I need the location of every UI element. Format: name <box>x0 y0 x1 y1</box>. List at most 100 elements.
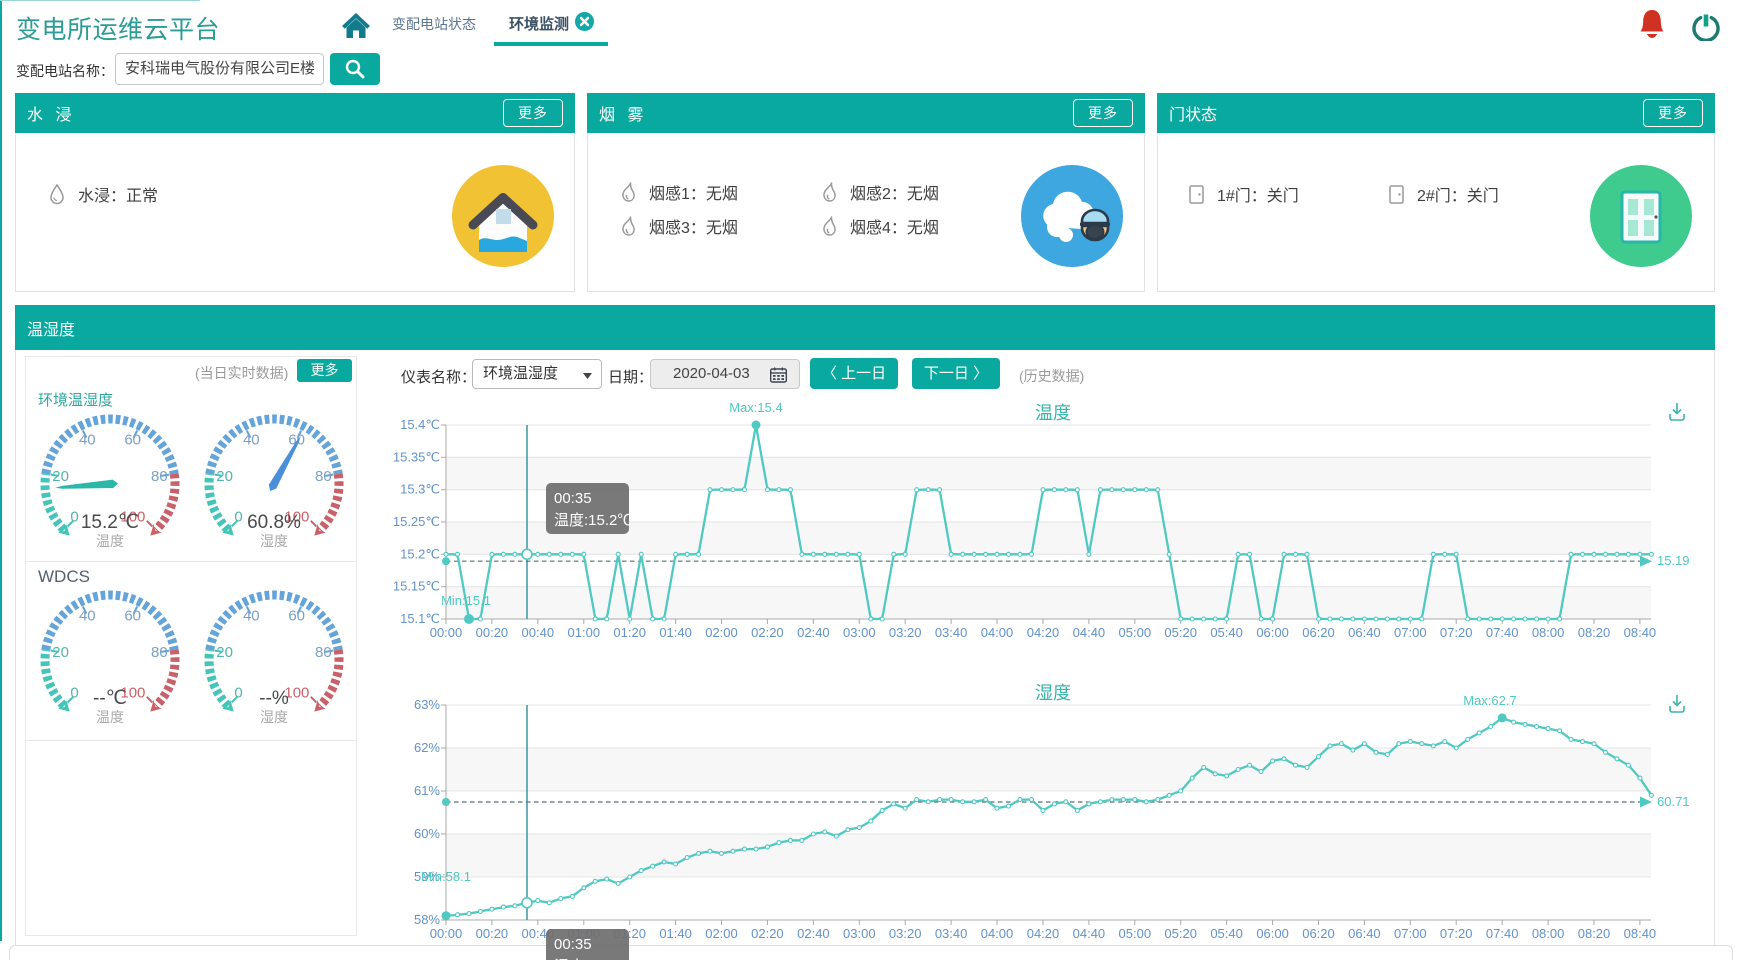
svg-text:15.25℃: 15.25℃ <box>393 514 440 529</box>
svg-text:05:40: 05:40 <box>1210 926 1243 941</box>
svg-text:04:00: 04:00 <box>981 625 1014 640</box>
svg-text:04:40: 04:40 <box>1073 926 1106 941</box>
svg-text:02:20: 02:20 <box>751 625 784 640</box>
svg-text:07:20: 07:20 <box>1440 625 1473 640</box>
svg-text:58%: 58% <box>414 912 440 927</box>
svg-text:15.4℃: 15.4℃ <box>400 417 440 432</box>
svg-text:01:20: 01:20 <box>613 625 646 640</box>
svg-text:Max:62.7: Max:62.7 <box>1463 693 1516 708</box>
svg-text:0: 0 <box>70 508 78 525</box>
svg-text:温度:15.2℃: 温度:15.2℃ <box>554 512 632 529</box>
svg-text:06:20: 06:20 <box>1302 625 1335 640</box>
svg-text:02:20: 02:20 <box>751 926 784 941</box>
svg-text:温度: 温度 <box>96 533 124 549</box>
svg-text:15.35℃: 15.35℃ <box>393 449 440 464</box>
svg-text:15.15℃: 15.15℃ <box>393 579 440 594</box>
svg-text:00:20: 00:20 <box>476 625 509 640</box>
svg-text:07:00: 07:00 <box>1394 625 1427 640</box>
svg-text:08:20: 08:20 <box>1578 926 1611 941</box>
svg-text:06:00: 06:00 <box>1256 926 1289 941</box>
svg-text:08:40: 08:40 <box>1624 625 1657 640</box>
svg-text:80: 80 <box>315 468 332 485</box>
svg-text:15.2℃: 15.2℃ <box>81 512 139 533</box>
svg-text:0: 0 <box>234 508 242 525</box>
svg-text:60: 60 <box>288 607 305 624</box>
svg-text:07:40: 07:40 <box>1486 926 1519 941</box>
svg-text:03:20: 03:20 <box>889 926 922 941</box>
svg-text:100: 100 <box>120 508 145 525</box>
svg-text:05:40: 05:40 <box>1210 625 1243 640</box>
svg-text:00:20: 00:20 <box>476 926 509 941</box>
svg-text:02:40: 02:40 <box>797 625 830 640</box>
svg-text:40: 40 <box>243 431 260 448</box>
svg-text:04:40: 04:40 <box>1073 625 1106 640</box>
svg-text:00:40: 00:40 <box>522 625 555 640</box>
svg-text:05:00: 05:00 <box>1119 926 1152 941</box>
svg-text:60.8%: 60.8% <box>247 512 301 533</box>
svg-text:湿度: 湿度 <box>260 709 288 725</box>
svg-text:02:00: 02:00 <box>705 926 738 941</box>
svg-text:00:00: 00:00 <box>430 625 463 640</box>
svg-text:03:20: 03:20 <box>889 625 922 640</box>
svg-text:湿度: 湿度 <box>1035 683 1071 703</box>
svg-text:07:40: 07:40 <box>1486 625 1519 640</box>
svg-text:--%: --% <box>259 688 289 709</box>
svg-text:06:40: 06:40 <box>1348 625 1381 640</box>
svg-text:Min:58.1: Min:58.1 <box>421 869 471 884</box>
svg-text:07:20: 07:20 <box>1440 926 1473 941</box>
svg-text:60: 60 <box>124 431 141 448</box>
svg-text:15.19: 15.19 <box>1657 553 1690 568</box>
svg-text:04:20: 04:20 <box>1027 926 1060 941</box>
svg-text:00:35: 00:35 <box>554 490 592 507</box>
svg-text:20: 20 <box>52 468 69 485</box>
svg-text:0: 0 <box>70 684 78 701</box>
svg-text:80: 80 <box>151 644 168 661</box>
svg-text:40: 40 <box>79 431 96 448</box>
svg-text:20: 20 <box>216 644 233 661</box>
svg-text:湿度:58.4%: 湿度:58.4% <box>554 958 631 960</box>
svg-text:05:20: 05:20 <box>1164 625 1197 640</box>
svg-text:04:00: 04:00 <box>981 926 1014 941</box>
svg-text:--℃: --℃ <box>93 688 127 709</box>
svg-text:02:00: 02:00 <box>705 625 738 640</box>
svg-text:温度: 温度 <box>1035 403 1071 423</box>
svg-text:03:00: 03:00 <box>843 625 876 640</box>
svg-text:02:40: 02:40 <box>797 926 830 941</box>
svg-text:08:00: 08:00 <box>1532 625 1565 640</box>
svg-text:80: 80 <box>315 644 332 661</box>
svg-text:01:40: 01:40 <box>659 625 692 640</box>
svg-text:62%: 62% <box>414 740 440 755</box>
svg-text:0: 0 <box>234 684 242 701</box>
svg-text:湿度: 湿度 <box>260 533 288 549</box>
svg-text:00:00: 00:00 <box>430 926 463 941</box>
svg-text:08:00: 08:00 <box>1532 926 1565 941</box>
svg-text:温度: 温度 <box>96 709 124 725</box>
svg-text:06:40: 06:40 <box>1348 926 1381 941</box>
svg-text:61%: 61% <box>414 783 440 798</box>
svg-text:01:00: 01:00 <box>568 625 601 640</box>
svg-text:06:00: 06:00 <box>1256 625 1289 640</box>
svg-text:60: 60 <box>288 431 305 448</box>
svg-text:00:35: 00:35 <box>554 936 592 953</box>
svg-text:08:40: 08:40 <box>1624 926 1657 941</box>
svg-text:60.71: 60.71 <box>1657 794 1690 809</box>
svg-text:100: 100 <box>120 684 145 701</box>
svg-text:00:40: 00:40 <box>522 926 555 941</box>
svg-text:15.1℃: 15.1℃ <box>400 611 440 626</box>
svg-text:60: 60 <box>124 607 141 624</box>
svg-text:20: 20 <box>216 468 233 485</box>
svg-text:04:20: 04:20 <box>1027 625 1060 640</box>
svg-text:100: 100 <box>284 684 309 701</box>
svg-text:03:40: 03:40 <box>935 625 968 640</box>
svg-text:60%: 60% <box>414 826 440 841</box>
svg-text:08:20: 08:20 <box>1578 625 1611 640</box>
svg-text:100: 100 <box>284 508 309 525</box>
svg-text:06:20: 06:20 <box>1302 926 1335 941</box>
svg-text:05:00: 05:00 <box>1119 625 1152 640</box>
svg-text:01:40: 01:40 <box>659 926 692 941</box>
svg-text:63%: 63% <box>414 697 440 712</box>
svg-text:59%: 59% <box>414 869 440 884</box>
svg-text:80: 80 <box>151 468 168 485</box>
svg-text:40: 40 <box>243 607 260 624</box>
svg-text:15.3℃: 15.3℃ <box>400 482 440 497</box>
